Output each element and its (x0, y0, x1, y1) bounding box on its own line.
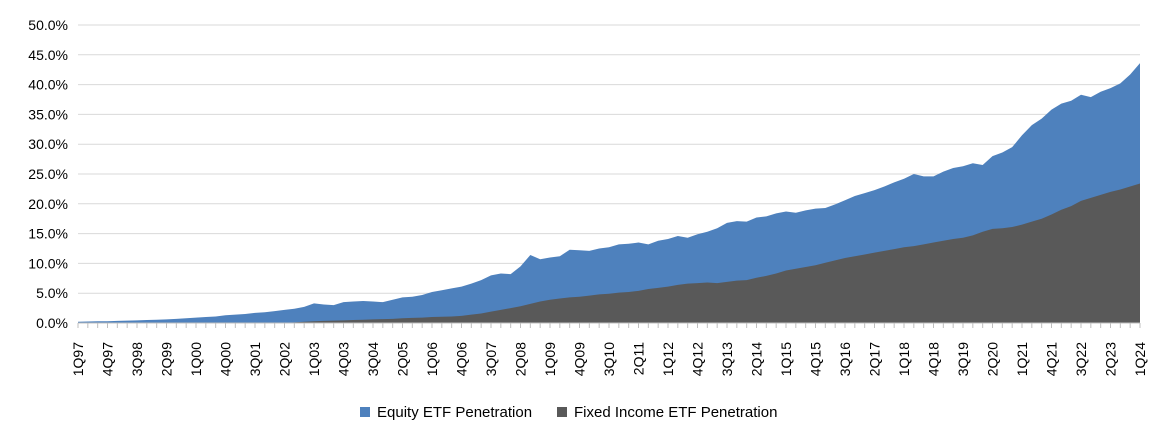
legend-label-equity: Equity ETF Penetration (377, 404, 532, 421)
x-axis-label: 1Q00 (188, 342, 204, 376)
x-axis-label: 1Q09 (542, 342, 558, 376)
legend-swatch-equity (360, 407, 370, 417)
x-axis-label: 4Q09 (572, 342, 588, 376)
x-axis-label: 1Q24 (1132, 342, 1148, 376)
legend-label-fixed-income: Fixed Income ETF Penetration (574, 404, 777, 421)
x-axis-label: 3Q98 (129, 342, 145, 376)
x-axis-label: 3Q04 (365, 342, 381, 376)
y-axis-label: 20.0% (28, 196, 68, 212)
x-axis-label: 3Q10 (601, 342, 617, 376)
x-axis-label: 4Q15 (808, 342, 824, 376)
x-axis-label: 3Q13 (719, 342, 735, 376)
y-axis-label: 10.0% (28, 255, 68, 271)
x-axis-label: 2Q14 (749, 342, 765, 376)
x-axis-label: 1Q97 (70, 342, 86, 376)
x-axis-label: 4Q03 (336, 342, 352, 376)
x-axis-label: 2Q11 (631, 342, 647, 375)
y-axis-label: 0.0% (36, 315, 68, 331)
x-axis-label: 1Q12 (660, 342, 676, 376)
x-axis-label: 1Q15 (778, 342, 794, 376)
x-axis-label: 4Q18 (926, 342, 942, 376)
y-axis-label: 30.0% (28, 136, 68, 152)
y-axis-label: 15.0% (28, 226, 68, 242)
y-axis-label: 5.0% (36, 285, 68, 301)
x-axis-label: 2Q02 (277, 342, 293, 376)
x-axis-label: 4Q12 (690, 342, 706, 376)
legend: Equity ETF Penetration Fixed Income ETF … (360, 404, 777, 421)
y-axis-label: 45.0% (28, 47, 68, 63)
x-axis-label: 2Q20 (985, 342, 1001, 376)
x-axis-label: 1Q03 (306, 342, 322, 376)
x-axis-label: 3Q19 (955, 342, 971, 376)
x-axis-label: 4Q97 (100, 342, 116, 376)
x-axis-label: 3Q16 (837, 342, 853, 376)
x-axis-label: 2Q08 (513, 342, 529, 376)
x-axis-label: 1Q06 (424, 342, 440, 376)
legend-swatch-fixed-income (557, 407, 567, 417)
x-axis-label: 4Q06 (454, 342, 470, 376)
x-axis-label: 2Q99 (159, 342, 175, 376)
x-axis-label: 1Q21 (1014, 342, 1030, 376)
y-axis-label: 35.0% (28, 106, 68, 122)
x-axis-label: 2Q17 (867, 342, 883, 376)
x-axis-label: 4Q21 (1044, 342, 1060, 376)
x-axis-label: 3Q22 (1073, 342, 1089, 376)
y-axis-label: 50.0% (28, 17, 68, 33)
x-axis-label: 2Q05 (395, 342, 411, 376)
plot-area: 0.0% 5.0% 10.0% 15.0% 20.0% 25.0% 30.0% 35.0% 40… (28, 17, 1148, 376)
x-axis-label: 2Q23 (1103, 342, 1119, 376)
x-axis-label: 3Q01 (247, 342, 263, 376)
y-axis-label: 40.0% (28, 77, 68, 93)
y-axis-label: 25.0% (28, 166, 68, 182)
area-fixed-income-etf-penetration (78, 183, 1140, 323)
x-axis-label: 3Q07 (483, 342, 499, 376)
x-axis-label: 4Q00 (218, 342, 234, 376)
x-axis-label: 1Q18 (896, 342, 912, 376)
